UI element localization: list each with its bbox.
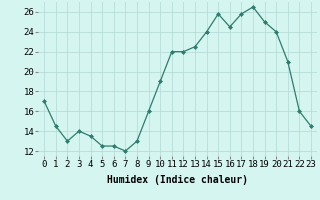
X-axis label: Humidex (Indice chaleur): Humidex (Indice chaleur) <box>107 175 248 185</box>
